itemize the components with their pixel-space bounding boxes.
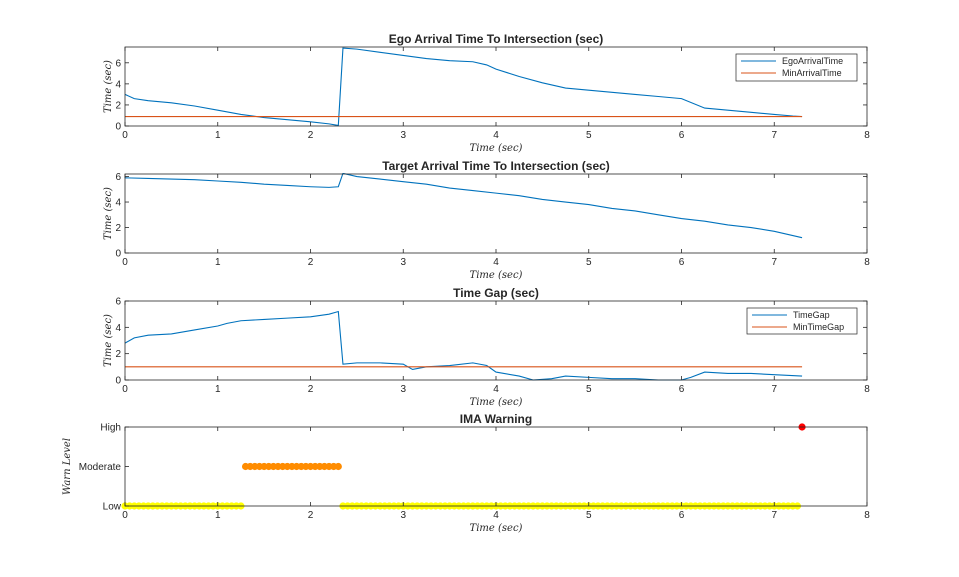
y-tick-label: Moderate: [79, 462, 122, 473]
legend: TimeGap MinTimeGap: [746, 307, 858, 335]
x-tick-label: 7: [771, 130, 777, 141]
y-axis-label: Time (sec): [103, 314, 114, 367]
x-axis-label: Time (sec): [470, 397, 523, 408]
legend-entry: EgoArrivalTime: [782, 56, 843, 66]
x-tick-label: 1: [215, 130, 221, 141]
warning-point-moderate: [334, 462, 342, 471]
y-tick-label: 2: [115, 223, 121, 234]
y-tick-label: 6: [115, 297, 121, 308]
x-tick-label: 0: [122, 130, 128, 141]
x-axis-label: Time (sec): [470, 270, 523, 281]
y-axis-label: Warn Level: [62, 438, 73, 495]
series-line-series-1: [125, 173, 803, 239]
y-axis-label: Time (sec): [103, 187, 114, 240]
x-tick-label: 8: [864, 510, 870, 521]
y-tick-label: 4: [115, 79, 121, 90]
y-tick-label: 6: [115, 172, 121, 183]
x-tick-label: 0: [122, 257, 128, 268]
x-tick-label: 8: [864, 130, 870, 141]
x-tick-label: 8: [864, 257, 870, 268]
chart-panel-4: 0 1 2 3 4 5 6 7 8 Low Moderate High IMA Warning Time …: [62, 412, 870, 534]
x-tick-label: 1: [215, 384, 221, 395]
x-tick-label: 2: [308, 384, 314, 395]
chart-panel-1: 0 1 2 3 4 5 6 7 8 0 2 4 6 Ego Arrival Time To Interse…: [103, 32, 870, 154]
chart-panel-2: 0 1 2 3 4 5 6 7 8 0 2 4 6 Target Arrival Time To Inte…: [103, 159, 870, 281]
y-tick-label: 0: [115, 376, 121, 387]
x-axis-label: Time (sec): [470, 523, 523, 534]
plot-area: [125, 174, 867, 253]
x-tick-label: 6: [679, 510, 685, 521]
y-tick-label: 4: [115, 198, 121, 209]
legend-entry: MinTimeGap: [793, 322, 844, 332]
chart-title: IMA Warning: [460, 412, 532, 426]
x-tick-label: 6: [679, 130, 685, 141]
y-tick-label: High: [100, 423, 121, 434]
x-tick-label: 7: [771, 257, 777, 268]
y-tick-label: 2: [115, 349, 121, 360]
x-tick-label: 0: [122, 510, 128, 521]
y-tick-label: Low: [103, 502, 122, 513]
x-tick-label: 5: [586, 384, 592, 395]
x-tick-label: 3: [400, 510, 406, 521]
legend: EgoArrivalTime MinArrivalTime: [735, 53, 858, 82]
y-tick-label: 0: [115, 249, 121, 260]
y-tick-label: 6: [115, 58, 121, 69]
chart-title: Time Gap (sec): [453, 286, 539, 300]
x-tick-label: 3: [400, 257, 406, 268]
x-tick-label: 4: [493, 257, 499, 268]
chart-panel-3: 0 1 2 3 4 5 6 7 8 0 2 4 6 Time Gap (sec) Time (sec) Tim…: [103, 286, 870, 408]
chart-title: Target Arrival Time To Intersection (sec…: [382, 159, 610, 173]
x-tick-label: 6: [679, 384, 685, 395]
plot-area: [125, 427, 867, 506]
x-tick-label: 8: [864, 384, 870, 395]
legend-box: [746, 307, 858, 335]
x-tick-label: 0: [122, 384, 128, 395]
x-tick-label: 2: [308, 130, 314, 141]
x-tick-label: 7: [771, 510, 777, 521]
legend-entry: TimeGap: [793, 310, 830, 320]
x-tick-label: 3: [400, 384, 406, 395]
x-tick-label: 2: [308, 257, 314, 268]
chart-title: Ego Arrival Time To Intersection (sec): [389, 32, 604, 46]
x-tick-label: 7: [771, 384, 777, 395]
x-tick-label: 6: [679, 257, 685, 268]
x-tick-label: 5: [586, 257, 592, 268]
legend-box: [735, 53, 858, 82]
x-tick-label: 3: [400, 130, 406, 141]
x-tick-label: 2: [308, 510, 314, 521]
x-tick-label: 5: [586, 130, 592, 141]
y-tick-label: 4: [115, 323, 121, 334]
x-tick-label: 1: [215, 510, 221, 521]
series-line-egoarrivaltime: [125, 47, 803, 127]
x-tick-label: 4: [493, 130, 499, 141]
x-tick-label: 4: [493, 384, 499, 395]
y-tick-label: 0: [115, 122, 121, 133]
legend-entry: MinArrivalTime: [782, 68, 842, 78]
x-axis-label: Time (sec): [470, 143, 523, 154]
x-tick-label: 4: [493, 510, 499, 521]
x-tick-label: 1: [215, 257, 221, 268]
x-tick-label: 5: [586, 510, 592, 521]
y-axis-label: Time (sec): [103, 60, 114, 113]
y-tick-label: 2: [115, 100, 121, 111]
